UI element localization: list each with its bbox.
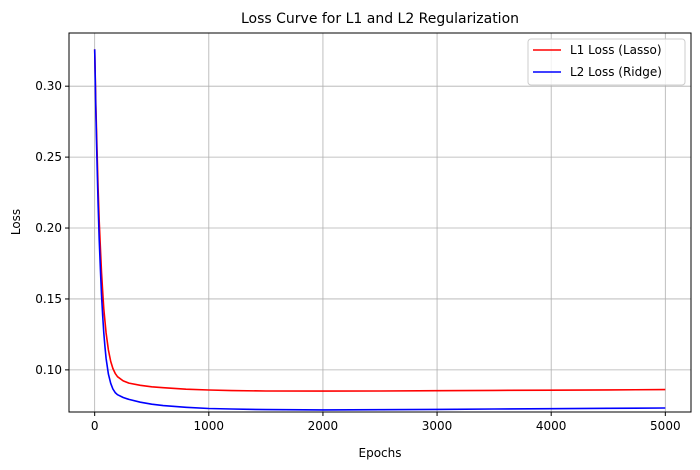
- chart-title: Loss Curve for L1 and L2 Regularization: [241, 11, 519, 27]
- y-tick-label: 0.15: [35, 292, 62, 306]
- x-tick-label: 2000: [308, 419, 339, 433]
- x-axis-label: Epochs: [359, 446, 402, 460]
- x-tick-label: 5000: [650, 419, 681, 433]
- series-line-1: [93, 49, 666, 392]
- series-lines: [93, 49, 666, 411]
- x-ticks: 0 1000 2000 3000 4000 5000: [91, 412, 681, 433]
- legend-label-1: L1 Loss (Lasso): [570, 43, 662, 57]
- x-tick-label: 4000: [536, 419, 567, 433]
- legend: L1 Loss (Lasso) L2 Loss (Ridge): [527, 38, 686, 86]
- y-axis-label: Loss: [9, 209, 23, 235]
- grid-lines: [69, 33, 691, 412]
- y-ticks: 0.10 0.15 0.20 0.25 0.30: [35, 79, 69, 377]
- plot-frame: [68, 32, 692, 413]
- y-tick-label: 0.20: [35, 221, 62, 235]
- x-tick-label: 0: [91, 419, 99, 433]
- series-line-2: [93, 49, 666, 411]
- legend-box: [527, 38, 686, 86]
- y-tick-label: 0.25: [35, 150, 62, 164]
- x-tick-label: 1000: [194, 419, 225, 433]
- y-tick-label: 0.10: [35, 363, 62, 377]
- y-tick-label: 0.30: [35, 79, 62, 93]
- x-tick-label: 3000: [422, 419, 453, 433]
- legend-label-2: L2 Loss (Ridge): [570, 65, 662, 79]
